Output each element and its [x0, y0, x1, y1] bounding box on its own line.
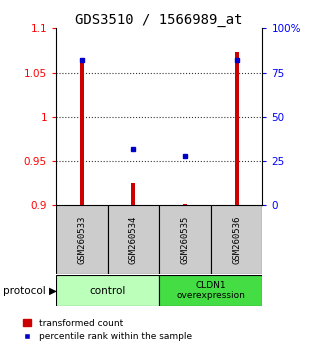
Bar	[56, 205, 108, 274]
Text: GSM260533: GSM260533	[77, 216, 86, 264]
Text: protocol ▶: protocol ▶	[3, 286, 57, 296]
Bar	[159, 275, 262, 306]
Text: control: control	[89, 286, 126, 296]
Text: GSM260536: GSM260536	[232, 216, 241, 264]
Bar	[56, 275, 159, 306]
Title: GDS3510 / 1566989_at: GDS3510 / 1566989_at	[76, 13, 243, 27]
Bar	[108, 205, 159, 274]
Bar	[235, 52, 239, 205]
Bar	[211, 205, 262, 274]
Bar	[80, 58, 84, 205]
Bar	[131, 183, 135, 205]
Bar	[183, 204, 187, 205]
Text: CLDN1
overexpression: CLDN1 overexpression	[176, 281, 245, 300]
Text: GSM260535: GSM260535	[180, 216, 189, 264]
Legend: transformed count, percentile rank within the sample: transformed count, percentile rank withi…	[23, 319, 192, 341]
Text: GSM260534: GSM260534	[129, 216, 138, 264]
Bar	[159, 205, 211, 274]
